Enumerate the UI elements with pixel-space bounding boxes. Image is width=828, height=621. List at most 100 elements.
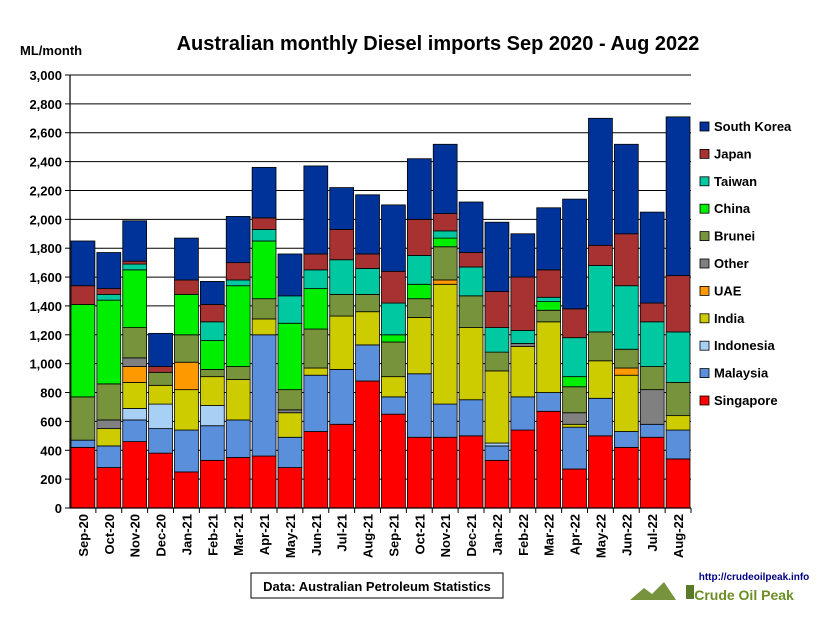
bar-segment-japan bbox=[406, 218, 432, 256]
bar-segment-taiwan bbox=[329, 259, 355, 295]
bar-segment-japan bbox=[432, 213, 458, 232]
bar-segment-malaysia bbox=[355, 344, 380, 382]
bar-segment-japan bbox=[96, 288, 122, 295]
bar-segment-taiwan bbox=[639, 321, 665, 367]
legend-label: UAE bbox=[714, 283, 742, 298]
bar-segment-india bbox=[225, 379, 251, 421]
bar-segment-singapore bbox=[251, 455, 277, 509]
bar-segment-uae bbox=[122, 366, 148, 383]
legend-swatch bbox=[699, 121, 710, 132]
bar-segment-south-korea bbox=[562, 198, 587, 310]
bar-segment-japan bbox=[458, 252, 484, 268]
bar-segment-south-korea bbox=[613, 143, 639, 235]
bar-segment-india bbox=[484, 370, 510, 444]
bar-segment-japan bbox=[329, 229, 355, 261]
bar-segment-singapore bbox=[355, 380, 380, 509]
bar-segment-malaysia bbox=[96, 445, 122, 468]
x-tick-labels: Sep-20 Oct-20 Nov-20 Dec-20 Jan-21 Feb-21 Mar-… bbox=[76, 508, 692, 558]
legend-label: Malaysia bbox=[714, 366, 769, 381]
bar-segment-china bbox=[251, 240, 277, 300]
x-tick-label: Nov-20 bbox=[128, 514, 143, 557]
bar-segment-malaysia bbox=[251, 334, 277, 457]
bar-segment-japan bbox=[510, 276, 536, 331]
y-tick-label: 1,000 bbox=[29, 357, 62, 372]
bar-segment-japan bbox=[148, 366, 173, 373]
bar-segment-malaysia bbox=[329, 369, 355, 425]
legend-label: Indonesia bbox=[714, 338, 775, 353]
x-tick-label: Mar-22 bbox=[542, 514, 557, 556]
bar-segment-brunei bbox=[174, 334, 199, 363]
bar-segment-south-korea bbox=[174, 237, 199, 281]
bar-segment-singapore bbox=[432, 436, 458, 509]
bar-segment-south-korea bbox=[303, 165, 329, 255]
bar-segment-taiwan bbox=[96, 293, 122, 301]
bar-segment-south-korea bbox=[458, 201, 484, 253]
bar-segment-india bbox=[406, 317, 432, 375]
bar-segment-taiwan bbox=[588, 265, 613, 333]
legend-swatch bbox=[699, 148, 710, 159]
logo-mountain-icon bbox=[630, 582, 676, 600]
bar-segment-taiwan bbox=[432, 230, 458, 239]
x-tick-label: Mar-21 bbox=[231, 514, 246, 556]
y-tick-label: 600 bbox=[40, 414, 62, 429]
bar-segment-india bbox=[458, 327, 484, 401]
y-tick-label: 1,200 bbox=[29, 328, 62, 343]
bar-segment-brunei bbox=[536, 309, 562, 323]
bar-segment-south-korea bbox=[277, 253, 303, 297]
bar-segment-japan bbox=[613, 233, 639, 287]
bar-segment-indonesia bbox=[148, 403, 173, 430]
bar-segment-india bbox=[122, 382, 148, 409]
bar-segment-uae bbox=[613, 367, 639, 376]
legend-swatch bbox=[699, 313, 710, 324]
bar-segment-singapore bbox=[225, 457, 251, 509]
x-tick-label: Aug-21 bbox=[361, 514, 376, 558]
x-tick-label: Dec-20 bbox=[154, 514, 169, 557]
y-tick-label: 2,200 bbox=[29, 183, 62, 198]
bar-segment-japan bbox=[484, 291, 510, 328]
x-tick-label: Sep-21 bbox=[386, 514, 401, 557]
bar-segment-malaysia bbox=[639, 423, 665, 438]
bar-segment-india bbox=[432, 283, 458, 405]
bar-segment-singapore bbox=[458, 435, 484, 509]
logo-tower-icon bbox=[686, 585, 694, 599]
x-tick-label: Oct-21 bbox=[412, 514, 427, 554]
legend-label: China bbox=[714, 201, 751, 216]
bar-segment-south-korea bbox=[406, 158, 432, 220]
x-tick-label: May-22 bbox=[593, 514, 608, 558]
bar-segment-taiwan bbox=[562, 337, 587, 378]
bar-segment-brunei bbox=[588, 331, 613, 362]
bar-segment-japan bbox=[355, 253, 380, 269]
bar-segment-japan bbox=[174, 279, 199, 295]
legend-swatch bbox=[699, 395, 710, 406]
legend-label: Singapore bbox=[714, 393, 778, 408]
gridlines bbox=[65, 74, 691, 509]
bar-segment-india bbox=[251, 318, 277, 336]
x-tick-label: Feb-21 bbox=[205, 514, 220, 556]
x-tick-label: Jun-21 bbox=[309, 514, 324, 556]
bar-segment-india bbox=[562, 423, 587, 428]
bar-segment-malaysia bbox=[303, 374, 329, 432]
source-note: Data: Australian Petroleum Statistics bbox=[250, 572, 504, 599]
bar-segment-other bbox=[562, 412, 587, 425]
bar-segment-brunei bbox=[484, 351, 510, 372]
bar-segment-south-korea bbox=[96, 252, 122, 290]
bar-segment-south-korea bbox=[148, 332, 173, 367]
bar-segment-other bbox=[277, 409, 303, 414]
bar-segment-brunei bbox=[251, 298, 277, 320]
bar-segment-south-korea bbox=[588, 117, 613, 246]
x-tick-label: Jun-22 bbox=[619, 514, 634, 556]
bar-segment-japan bbox=[122, 260, 148, 265]
bar-segment-india bbox=[613, 374, 639, 432]
bar-segment-singapore bbox=[381, 413, 406, 509]
bar-segment-china bbox=[96, 299, 122, 385]
bar-segment-uae bbox=[174, 361, 199, 391]
bar-segment-south-korea bbox=[251, 166, 277, 219]
bar-segment-brunei bbox=[639, 366, 665, 391]
x-tick-label: Dec-21 bbox=[464, 514, 479, 557]
logo-url: http://crudeoilpeak.info bbox=[699, 572, 810, 583]
bar-segment-india bbox=[355, 311, 380, 346]
x-tick-label: May-21 bbox=[283, 514, 298, 558]
bar-segment-singapore bbox=[329, 423, 355, 509]
legend-label: Taiwan bbox=[714, 174, 757, 189]
